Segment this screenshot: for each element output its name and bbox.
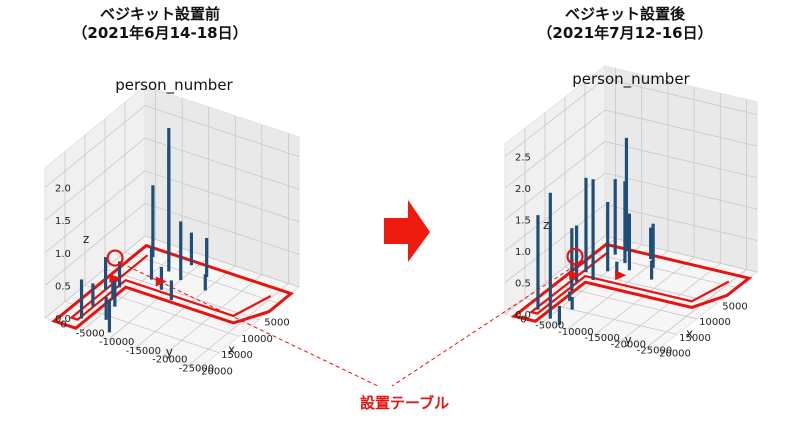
z-tick-label: 0.5 xyxy=(515,279,531,290)
x-tick-label: 20000 xyxy=(659,348,691,359)
z-axis-label: z xyxy=(543,218,549,232)
left-panel-title: ベジキット設置前 xyxy=(99,5,220,23)
z-axis-label: z xyxy=(83,232,89,246)
x-axis-label: x xyxy=(228,343,235,357)
z-tick-label: 1.0 xyxy=(515,247,531,258)
right-panel-title: ベジキット設置後 xyxy=(564,5,685,23)
x-tick-label: 10000 xyxy=(699,317,731,328)
y-axis-label: y xyxy=(166,345,173,359)
y-tick-label: -10000 xyxy=(558,327,593,338)
table-inner-outline xyxy=(69,254,272,321)
right-panel-period: （2021年7月12-16日） xyxy=(537,24,713,42)
chart-title: person_number xyxy=(115,76,233,95)
table-outline xyxy=(510,242,753,323)
y-tick-label: -10000 xyxy=(99,337,134,348)
z-tick-label: 1.5 xyxy=(55,216,71,227)
y-tick-label: -25000 xyxy=(179,363,214,374)
z-tick-label: 2.5 xyxy=(515,153,531,164)
z-tick-label: 2.0 xyxy=(515,184,531,195)
callout-leader-line xyxy=(391,261,582,387)
y-tick-label: -5000 xyxy=(76,328,105,339)
z-gridline xyxy=(504,109,758,189)
table-circle-marker xyxy=(106,249,124,267)
z-gridline xyxy=(44,170,300,254)
z-gridline xyxy=(44,202,300,286)
direction-marker xyxy=(109,274,122,283)
callout-leader-line xyxy=(120,262,379,387)
z-tick-label: 0.5 xyxy=(55,281,71,292)
z-tick-label: 0.0 xyxy=(515,310,531,321)
chart-title: person_number xyxy=(572,70,690,89)
y-tick-label: 0 xyxy=(60,320,66,331)
z-gridline xyxy=(44,105,300,188)
y-tick-label: -5000 xyxy=(535,321,564,332)
z-tick-label: 2.0 xyxy=(55,184,71,195)
table-outline xyxy=(51,243,295,330)
direction-marker xyxy=(615,270,627,281)
right-panel-heading: ベジキット設置後 （2021年7月12-16日） xyxy=(505,5,745,43)
chart-panel-1: 0.0 0.5 1.0 1.5 2.0 z 0 -5000-10000-15000-20000… xyxy=(43,76,301,378)
x-tick-label: 5000 xyxy=(264,317,289,328)
table-circle-marker xyxy=(566,247,584,266)
y-tick-label: -15000 xyxy=(584,333,619,344)
y-tick-label: -20000 xyxy=(152,355,187,366)
x-tick-label: 15000 xyxy=(679,333,711,344)
z-tick-label: 0.0 xyxy=(55,314,71,325)
left-panel-heading: ベジキット設置前 （2021年6月14-18日） xyxy=(40,5,280,43)
x-axis-label: x xyxy=(686,326,693,340)
y-tick-label: -25000 xyxy=(637,346,672,357)
right-arrow-icon xyxy=(384,200,430,262)
y-tick-label: -15000 xyxy=(126,346,161,357)
z-gridline xyxy=(504,141,758,220)
z-tick-label: 1.0 xyxy=(55,249,71,260)
x-tick-label: 20000 xyxy=(201,367,233,378)
direction-marker xyxy=(155,276,167,287)
x-tick-label: 5000 xyxy=(722,302,747,313)
z-gridline xyxy=(44,137,300,221)
z-gridline xyxy=(44,235,300,319)
z-tick-label: 1.5 xyxy=(515,216,531,227)
table-inner-outline xyxy=(528,251,730,315)
direction-marker xyxy=(569,270,582,280)
y-tick-label: -20000 xyxy=(611,339,646,350)
table-callout-label: 設置テーブル xyxy=(360,394,450,412)
y-tick-label: 0 xyxy=(520,314,526,325)
x-tick-label: 15000 xyxy=(221,350,253,361)
chart-panel-2: 0.0 0.5 1.0 1.5 2.0 2.5 z 0 -5000-10000-15000-20… xyxy=(503,64,759,359)
y-axis-label: y xyxy=(625,333,632,347)
left-panel-period: （2021年6月14-18日） xyxy=(72,24,248,42)
z-gridline xyxy=(504,78,758,157)
x-tick-label: 10000 xyxy=(241,334,273,345)
